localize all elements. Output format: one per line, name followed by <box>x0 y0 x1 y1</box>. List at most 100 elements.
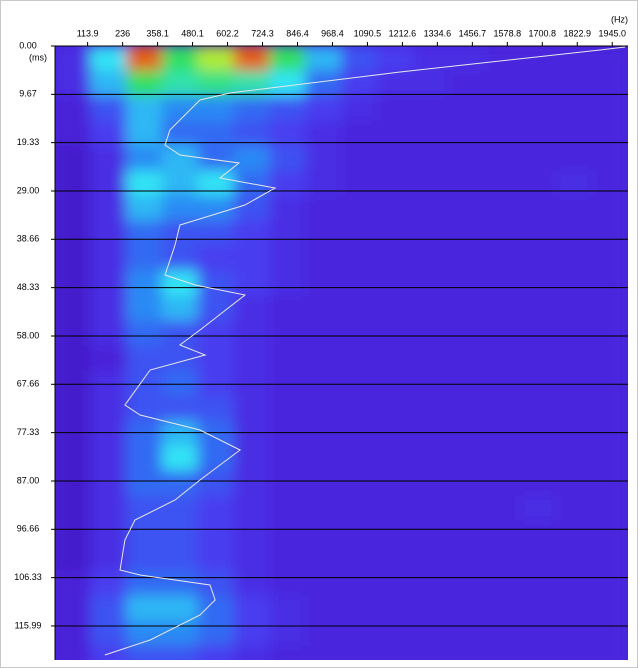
heat-cell <box>556 346 593 372</box>
heat-cell <box>520 496 557 522</box>
heat-cell <box>448 546 485 572</box>
heat-cell <box>162 546 199 572</box>
y-tick-label: 96.66 <box>17 524 40 534</box>
heat-cell <box>592 46 629 72</box>
y-tick-label: 19.33 <box>17 137 40 147</box>
heat-cell <box>556 246 593 272</box>
heat-cell <box>377 621 414 647</box>
heat-cell <box>413 496 450 522</box>
heat-cell <box>413 196 450 222</box>
y-tick-label: 87.00 <box>17 475 40 485</box>
heat-cell <box>556 196 593 222</box>
heat-cell <box>162 371 199 397</box>
heat-cell <box>377 471 414 497</box>
heat-cell <box>341 621 378 647</box>
x-tick-label: 1700.8 <box>529 28 557 38</box>
heat-cell <box>234 596 271 622</box>
heat-cell <box>377 146 414 172</box>
heat-cell <box>484 296 521 322</box>
heat-cell <box>90 96 127 122</box>
heat-cell <box>520 421 557 447</box>
heat-cell <box>198 46 235 72</box>
heat-cell <box>305 596 342 622</box>
heat-cell <box>234 96 271 122</box>
heat-cell <box>341 446 378 472</box>
heat-cell <box>126 96 163 122</box>
heat-cell <box>484 221 521 247</box>
heat-cell <box>341 546 378 572</box>
heat-cell <box>520 271 557 297</box>
heat-cell <box>484 196 521 222</box>
heat-cell <box>162 471 199 497</box>
x-tick-label: 846.4 <box>286 28 309 38</box>
heat-cell <box>162 296 199 322</box>
heat-cell <box>269 221 306 247</box>
heat-cell <box>269 346 306 372</box>
heat-cell <box>126 321 163 347</box>
heat-cell <box>592 396 629 422</box>
heat-cell <box>413 521 450 547</box>
heat-cell <box>413 396 450 422</box>
x-tick-label: 113.9 <box>77 28 99 38</box>
heat-cell <box>413 596 450 622</box>
chart: (Hz) (ms) 0.009.6719.3329.0038.6648.3358… <box>0 0 638 668</box>
heat-cell <box>126 71 163 97</box>
heat-cell <box>305 421 342 447</box>
heat-cell <box>90 221 127 247</box>
heat-cell <box>198 546 235 572</box>
plot-area <box>55 46 629 668</box>
x-tick-label: 1822.9 <box>563 28 591 38</box>
heat-cell <box>234 346 271 372</box>
heat-cell <box>305 496 342 522</box>
heat-cell <box>305 571 342 597</box>
heat-cell <box>234 321 271 347</box>
heat-cell <box>90 446 127 472</box>
heat-cell <box>377 271 414 297</box>
x-tick-label: 1456.7 <box>459 28 487 38</box>
heat-cell <box>377 496 414 522</box>
heat-cell <box>484 246 521 272</box>
heat-cell <box>234 471 271 497</box>
heat-cell <box>592 296 629 322</box>
heat-cell <box>520 146 557 172</box>
heat-cell <box>162 96 199 122</box>
heat-cell <box>55 71 92 97</box>
heat-cell <box>448 146 485 172</box>
y-tick-label: 29.00 <box>17 185 40 195</box>
heat-cell <box>341 221 378 247</box>
heat-cell <box>305 46 342 72</box>
heat-cell <box>484 171 521 197</box>
heat-cell <box>126 296 163 322</box>
heat-cell <box>592 496 629 522</box>
heat-cell <box>269 196 306 222</box>
heat-cell <box>448 246 485 272</box>
heat-cell <box>448 196 485 222</box>
heat-cell <box>234 421 271 447</box>
heat-cell <box>341 521 378 547</box>
heat-cell <box>484 421 521 447</box>
heat-cell <box>377 546 414 572</box>
heat-cell <box>448 446 485 472</box>
heat-cell <box>305 346 342 372</box>
heat-cell <box>234 271 271 297</box>
heat-cell <box>413 246 450 272</box>
heat-cell <box>90 621 127 647</box>
heat-cell <box>520 621 557 647</box>
heat-cell <box>592 96 629 122</box>
heat-cell <box>234 521 271 547</box>
heat-cell <box>413 621 450 647</box>
heat-cell <box>198 496 235 522</box>
heat-cell <box>556 421 593 447</box>
heat-cell <box>162 396 199 422</box>
heat-cell <box>484 621 521 647</box>
heat-cell <box>90 346 127 372</box>
x-tick-label: 724.3 <box>251 28 274 38</box>
y-unit: (ms) <box>29 52 47 62</box>
x-tick-label: 358.1 <box>146 28 169 38</box>
heat-cell <box>556 171 593 197</box>
heat-cell <box>413 371 450 397</box>
heat-cell <box>90 371 127 397</box>
heat-cell <box>126 471 163 497</box>
x-tick-label: 236 <box>115 28 130 38</box>
heat-cell <box>234 196 271 222</box>
